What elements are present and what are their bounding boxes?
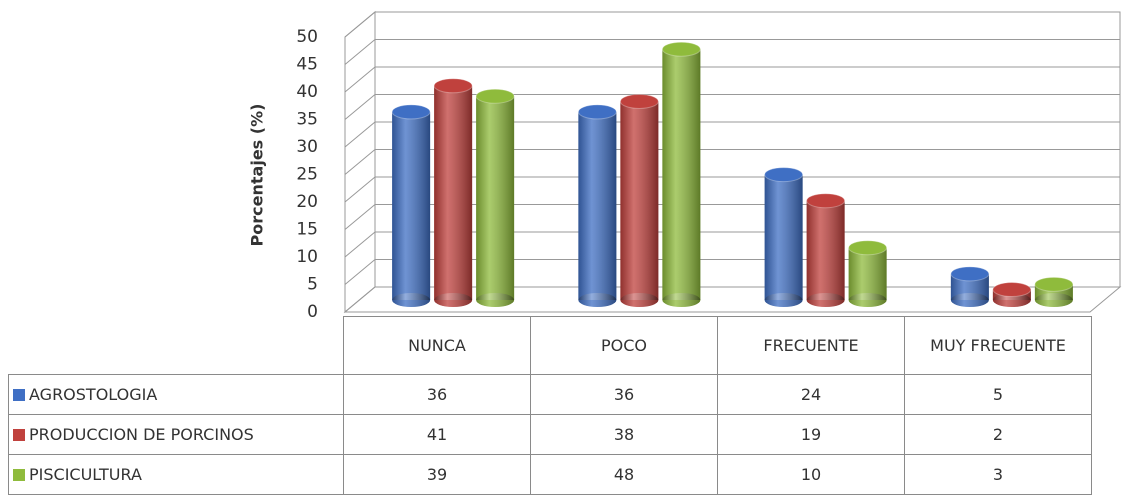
legend-label: PRODUCCION DE PORCINOS [29, 425, 254, 444]
bar [433, 78, 473, 307]
bar-top [806, 193, 846, 209]
bar-top [619, 93, 659, 109]
legend-label: PISCICULTURA [29, 465, 142, 484]
bar [950, 266, 990, 307]
bar-top [391, 104, 431, 120]
bar [992, 282, 1032, 307]
table-row: PISCICULTURA 39 48 10 3 [8, 454, 1092, 495]
y-tick-label: 15 [296, 220, 318, 240]
bar [475, 88, 515, 307]
grid-line [344, 231, 1120, 258]
value-cell: 19 [717, 414, 905, 455]
value-cell: 39 [343, 454, 531, 495]
value-cell: 48 [530, 454, 718, 495]
bar [764, 167, 804, 307]
legend-swatch [13, 469, 25, 481]
bar [661, 41, 701, 307]
legend-cell: AGROSTOLOGIA [8, 374, 344, 415]
y-tick-label: 50 [296, 27, 318, 47]
value-cell: 24 [717, 374, 905, 415]
bar-body-shade [476, 96, 515, 300]
legend-swatch [13, 429, 25, 441]
grid-line [344, 11, 1120, 38]
blank-cell [8, 316, 344, 375]
category-cell: FRECUENTE [717, 316, 905, 375]
bar-body-shade [392, 111, 431, 301]
bar-top [992, 282, 1032, 298]
y-axis-label: Porcentajes (%) [248, 104, 267, 247]
grid-line [344, 176, 1120, 203]
bar [619, 93, 659, 307]
table-row: AGROSTOLOGIA 36 36 24 5 [8, 374, 1092, 415]
grid-line [344, 204, 1120, 230]
bar [577, 104, 617, 307]
bar-body-shade [620, 101, 659, 300]
value-cell: 38 [530, 414, 718, 455]
grid-line [344, 121, 1120, 148]
bar-top [950, 266, 990, 282]
bar-body-shade [434, 85, 473, 301]
y-tick-label: 0 [307, 302, 318, 322]
bar [848, 240, 888, 307]
category-cell: NUNCA [343, 316, 531, 375]
legend-cell: PISCICULTURA [8, 454, 344, 495]
y-tick-label: 10 [296, 247, 318, 267]
y-tick-label: 20 [296, 192, 318, 212]
category-cell: POCO [530, 316, 718, 375]
bar-body-shade [578, 111, 617, 301]
bar-top [764, 167, 804, 183]
y-tick-label: 30 [296, 137, 318, 157]
value-cell: 10 [717, 454, 905, 495]
bar-top [1034, 276, 1074, 292]
table-row: PRODUCCION DE PORCINOS 41 38 19 2 [8, 414, 1092, 455]
bar-top [475, 88, 515, 104]
bar-top [661, 41, 701, 57]
grid-line [344, 66, 1120, 93]
grid-line [344, 39, 1120, 65]
bar-top [848, 240, 888, 256]
value-cell: 36 [343, 374, 531, 415]
value-cell: 5 [904, 374, 1092, 415]
y-tick-label: 5 [307, 275, 318, 295]
bar [806, 193, 846, 307]
value-cell: 36 [530, 374, 718, 415]
category-cell: MUY FRECUENTE [904, 316, 1092, 375]
bar-top [577, 104, 617, 120]
y-tick-label: 45 [296, 55, 318, 75]
y-tick-label: 25 [296, 165, 318, 185]
bar-body-shade [662, 49, 701, 301]
data-table: NUNCA POCO FRECUENTE MUY FRECUENTE AGROSTOL… [8, 316, 1092, 495]
bar-body-shade [764, 174, 803, 300]
bar-body-shade [848, 247, 887, 300]
bar [1034, 276, 1074, 307]
value-cell: 3 [904, 454, 1092, 495]
legend-label: AGROSTOLOGIA [29, 385, 158, 404]
legend-cell: PRODUCCION DE PORCINOS [8, 414, 344, 455]
grid-line [344, 94, 1120, 120]
y-tick-label: 40 [296, 82, 318, 102]
y-tick-label: 35 [296, 110, 318, 130]
value-cell: 2 [904, 414, 1092, 455]
grid-line [344, 149, 1120, 175]
legend-swatch [13, 389, 25, 401]
value-cell: 41 [343, 414, 531, 455]
bar [391, 104, 431, 307]
bar-body-shade [806, 200, 845, 300]
bar-top [433, 78, 473, 94]
